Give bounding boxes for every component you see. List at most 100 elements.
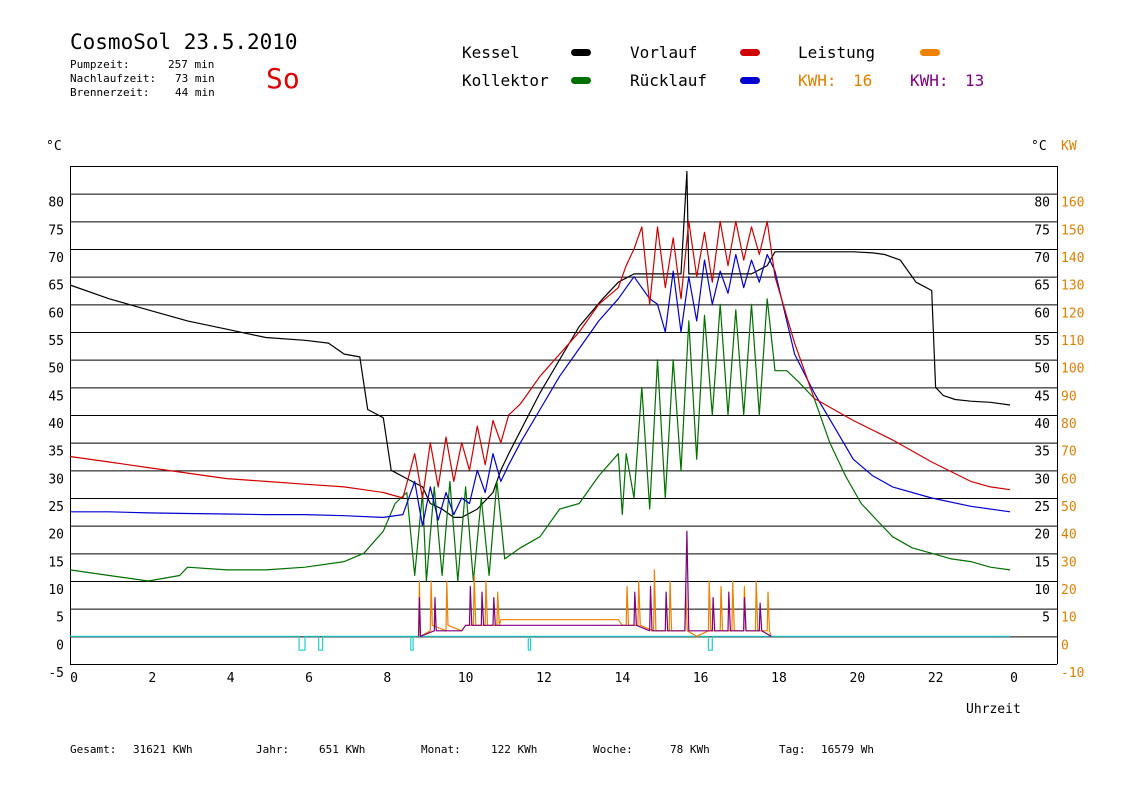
y2-tick-160: 160 <box>1061 196 1084 211</box>
y-tick-left-10: 10 <box>48 583 64 598</box>
footer-jahr-value: 651 KWh <box>319 743 366 756</box>
y2-tick-20: 20 <box>1061 583 1077 598</box>
y2-tick-140: 140 <box>1061 251 1084 266</box>
legend-kwh2-value: 13 <box>965 71 985 90</box>
legend-leistung-label: Leistung <box>798 43 876 62</box>
x-tick-6: 12 <box>536 671 552 686</box>
legend-kessel-label: Kessel <box>462 43 520 62</box>
x-tick-10: 20 <box>850 671 866 686</box>
legend-vorlauf-label: Vorlauf <box>630 43 698 62</box>
y2-unit: KW <box>1061 139 1077 154</box>
series-leistung2 <box>418 530 772 637</box>
x-tick-3: 6 <box>305 671 313 686</box>
footer-woche-label: Woche: <box>593 743 633 756</box>
chart-series <box>69 170 1011 651</box>
y-tick-left-25: 25 <box>48 500 64 515</box>
y2-tick-100: 100 <box>1061 362 1084 377</box>
legend-ruecklauf-label: Rücklauf <box>630 71 708 90</box>
x-tick-7: 14 <box>615 671 631 686</box>
legend-kwh2-label: KWH: <box>910 71 949 90</box>
y-tick-right-35: 35 <box>1034 445 1050 460</box>
footer-gesamt-value: 31621 KWh <box>133 743 193 756</box>
x-tick-5: 10 <box>458 671 474 686</box>
legend-kwh1-value: 16 <box>853 71 873 90</box>
y-tick-left-70: 70 <box>48 251 64 266</box>
y-tick-left-65: 65 <box>48 279 64 294</box>
series-pump <box>70 635 1010 651</box>
y-tick-left--5: -5 <box>48 666 64 681</box>
y-tick-right-30: 30 <box>1034 472 1050 487</box>
y-tick-left-45: 45 <box>48 389 64 404</box>
y-tick-left-0: 0 <box>56 638 64 653</box>
y-tick-left-50: 50 <box>48 362 64 377</box>
chart-axes <box>70 166 1058 665</box>
y2-tick-70: 70 <box>1061 445 1077 460</box>
y2-tick-90: 90 <box>1061 389 1077 404</box>
chart-grid <box>70 166 1057 665</box>
footer-monat-value: 122 KWh <box>491 743 538 756</box>
y-tick-right-65: 65 <box>1034 279 1050 294</box>
y-tick-right-10: 10 <box>1034 583 1050 598</box>
footer-tag-value: 16579 Wh <box>821 743 874 756</box>
x-tick-1: 2 <box>148 671 156 686</box>
y-tick-left-40: 40 <box>48 417 64 432</box>
y-tick-left-35: 35 <box>48 445 64 460</box>
legend-leistung-swatch <box>920 49 940 56</box>
y-tick-left-80: 80 <box>48 196 64 211</box>
x-tick-12: 0 <box>1010 671 1018 686</box>
x-axis-label: Uhrzeit <box>966 702 1021 717</box>
legend-vorlauf-swatch <box>740 49 760 56</box>
y-tick-left-55: 55 <box>48 334 64 349</box>
stat-label-nachlaufzeit: Nachlaufzeit: <box>70 72 157 85</box>
x-tick-4: 8 <box>383 671 391 686</box>
x-tick-8: 16 <box>693 671 709 686</box>
y-tick-right-55: 55 <box>1034 334 1050 349</box>
y2-tick-80: 80 <box>1061 417 1077 432</box>
y-tick-right-40: 40 <box>1034 417 1050 432</box>
stat-value-brennerzeit: 44 min <box>175 86 215 99</box>
y-tick-right-70: 70 <box>1034 251 1050 266</box>
footer-woche-value: 78 KWh <box>670 743 710 756</box>
footer-tag-label: Tag: <box>779 743 806 756</box>
y2-tick-50: 50 <box>1061 500 1077 515</box>
legend-kollektor-swatch <box>571 77 591 84</box>
y-tick-right-25: 25 <box>1034 500 1050 515</box>
y2-tick-0: 0 <box>1061 638 1069 653</box>
stat-label-pumpzeit: Pumpzeit: <box>70 58 130 71</box>
y-tick-left-15: 15 <box>48 555 64 570</box>
footer-monat-label: Monat: <box>421 743 461 756</box>
footer-gesamt-label: Gesamt: <box>70 743 117 756</box>
y2-tick-130: 130 <box>1061 279 1084 294</box>
series-kessel <box>69 170 1011 519</box>
y-tick-left-5: 5 <box>56 611 64 626</box>
y-tick-right-15: 15 <box>1034 555 1050 570</box>
weekday-label: So <box>266 62 300 95</box>
x-tick-0: 0 <box>70 671 78 686</box>
y-tick-left-20: 20 <box>48 528 64 543</box>
stat-value-nachlaufzeit: 73 min <box>175 72 215 85</box>
y2-tick-40: 40 <box>1061 528 1077 543</box>
legend-kollektor-label: Kollektor <box>462 71 549 90</box>
stat-value-pumpzeit: 257 min <box>168 58 215 71</box>
x-tick-11: 22 <box>928 671 944 686</box>
series-ruecklauf <box>70 253 1011 527</box>
y2-tick-120: 120 <box>1061 306 1084 321</box>
y-tick-left-30: 30 <box>48 472 64 487</box>
y2-tick-60: 60 <box>1061 472 1077 487</box>
y2-tick--10: -10 <box>1061 666 1084 681</box>
series-kollektor <box>69 298 1011 582</box>
y-tick-left-75: 75 <box>48 223 64 238</box>
y-tick-right-5: 5 <box>1042 611 1050 626</box>
y2-tick-30: 30 <box>1061 555 1077 570</box>
y-tick-left-60: 60 <box>48 306 64 321</box>
y-unit-left: °C <box>46 139 62 154</box>
chart-tick-labels: °C80757065605550454035302520151050-5°C80… <box>46 139 1084 686</box>
footer-jahr-label: Jahr: <box>256 743 290 756</box>
y2-tick-150: 150 <box>1061 223 1084 238</box>
legend-kwh1-label: KWH: <box>798 71 837 90</box>
x-tick-2: 4 <box>227 671 235 686</box>
y-tick-right-60: 60 <box>1034 306 1050 321</box>
y-tick-right-75: 75 <box>1034 223 1050 238</box>
y-tick-right-50: 50 <box>1034 362 1050 377</box>
